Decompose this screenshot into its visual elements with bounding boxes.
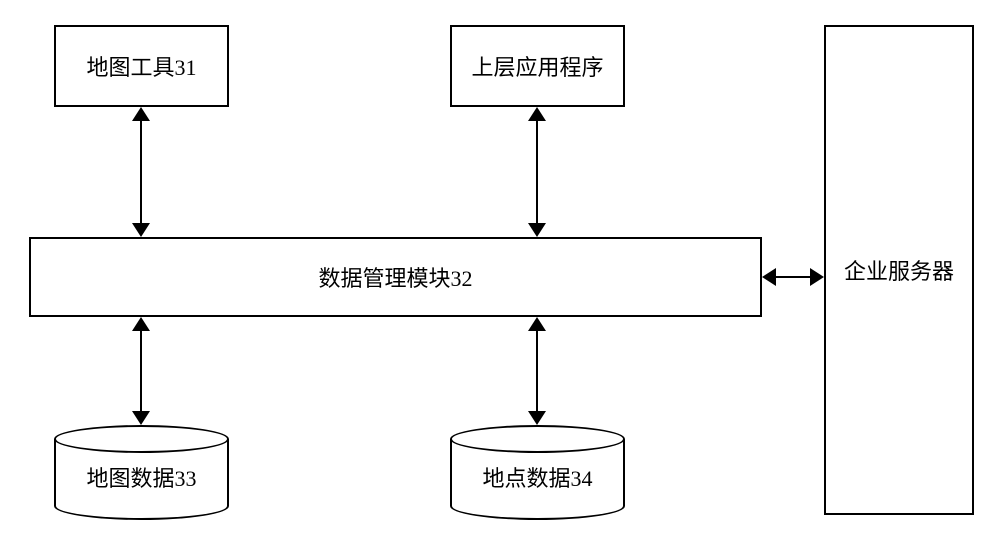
node-map-data-label: 地图数据33 (86, 461, 196, 493)
node-location-data-label: 地点数据34 (482, 461, 592, 493)
node-map-tool-label: 地图工具31 (86, 50, 196, 82)
node-upper-app: 上层应用程序 (450, 25, 625, 107)
node-map-tool: 地图工具31 (54, 25, 229, 107)
node-location-data: 地点数据34 (450, 425, 625, 520)
node-data-mgmt-label: 数据管理模块32 (318, 261, 472, 293)
node-data-mgmt: 数据管理模块32 (29, 237, 762, 317)
node-map-data: 地图数据33 (54, 425, 229, 520)
node-upper-app-label: 上层应用程序 (471, 50, 603, 82)
node-enterprise-server: 企业服务器 (824, 25, 974, 515)
node-enterprise-server-label: 企业服务器 (844, 254, 954, 286)
